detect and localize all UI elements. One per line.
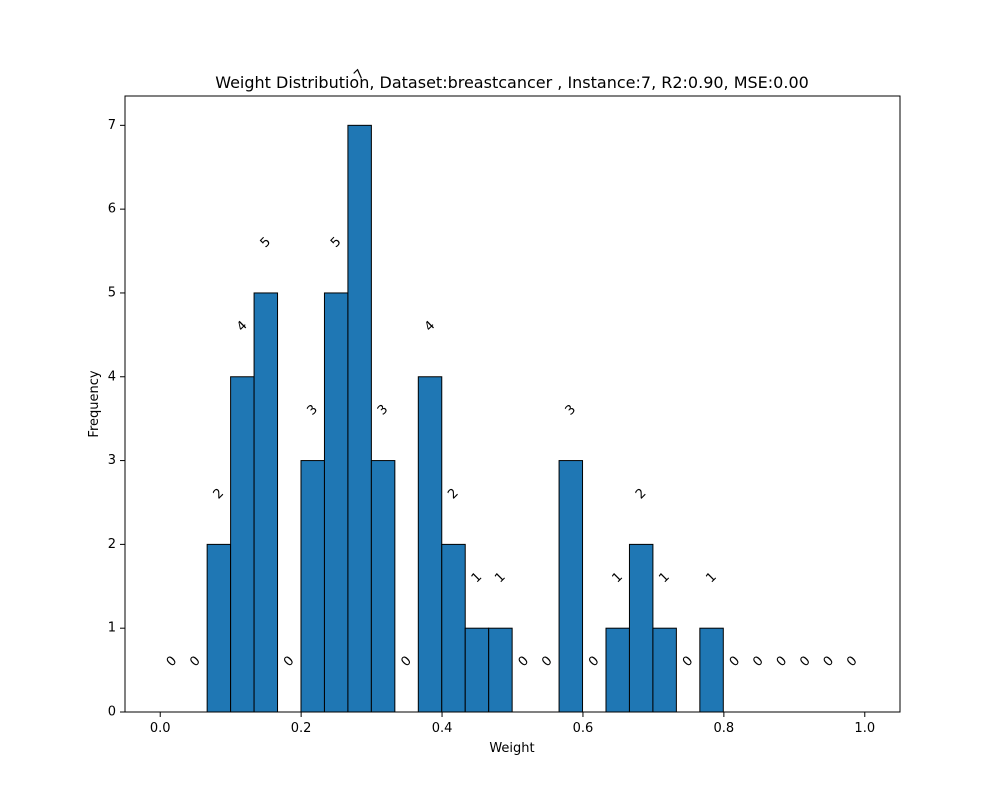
bar-data-label: 2 xyxy=(633,486,649,502)
bar-data-label: 2 xyxy=(211,486,227,502)
bar-data-label: 4 xyxy=(234,318,250,334)
bar-data-label: 3 xyxy=(304,402,320,418)
bar-data-label: 3 xyxy=(375,402,391,418)
bar-data-label: 1 xyxy=(703,570,719,586)
bar-data-label: 0 xyxy=(539,653,555,669)
x-tick-label: 0.0 xyxy=(150,721,171,736)
histogram-bar xyxy=(488,627,513,713)
bar-data-label: 0 xyxy=(750,653,766,669)
x-axis-title: Weight xyxy=(489,741,534,756)
x-tick-label: 0.8 xyxy=(714,721,735,736)
histogram-bar xyxy=(206,543,232,713)
y-tick-label: 2 xyxy=(108,537,116,552)
bar-data-label: 1 xyxy=(492,570,508,586)
x-tick-label: 0.2 xyxy=(291,721,312,736)
y-tick-label: 3 xyxy=(108,453,116,468)
bar-data-label: 0 xyxy=(281,653,297,669)
bar-data-label: 0 xyxy=(844,653,860,669)
histogram-bar xyxy=(417,376,443,713)
histogram-bar xyxy=(323,292,349,713)
y-tick-label: 1 xyxy=(108,621,116,636)
histogram-bar xyxy=(652,627,677,713)
bar-data-label: 1 xyxy=(609,570,625,586)
y-tick-label: 7 xyxy=(108,118,116,133)
histogram-bar xyxy=(253,292,279,713)
bar-data-label: 0 xyxy=(680,653,696,669)
bars-layer xyxy=(206,124,724,713)
bar-data-label: 3 xyxy=(563,402,579,418)
histogram-bar xyxy=(230,376,255,713)
plot-area-frame xyxy=(124,95,901,713)
bar-data-label: 0 xyxy=(516,653,532,669)
bar-data-label: 0 xyxy=(164,653,180,669)
bar-data-label: 0 xyxy=(586,653,602,669)
bar-data-label: 5 xyxy=(328,234,344,250)
bar-data-label: 1 xyxy=(469,570,485,586)
y-axis: 0 1 2 3 4 5 6 7 xyxy=(108,118,125,720)
bar-data-label: 0 xyxy=(398,653,414,669)
x-tick-label: 1.0 xyxy=(854,721,875,736)
bar-data-label: 5 xyxy=(258,234,274,250)
histogram-bar xyxy=(441,543,466,713)
x-axis: 0.0 0.2 0.4 0.6 0.8 1.0 xyxy=(150,712,875,736)
histogram-bar xyxy=(699,627,724,713)
histogram-bar xyxy=(300,460,325,713)
x-tick-label: 0.6 xyxy=(573,721,594,736)
y-tick-label: 0 xyxy=(108,705,116,720)
bar-data-label: 1 xyxy=(656,570,672,586)
histogram-bar xyxy=(605,627,630,713)
y-axis-title: Frequency xyxy=(87,370,102,437)
bar-data-label: 0 xyxy=(821,653,837,669)
histogram-bar xyxy=(558,460,584,713)
bar-data-label: 4 xyxy=(422,318,438,334)
bar-data-label: 0 xyxy=(187,653,203,669)
histogram-bar xyxy=(464,627,490,713)
histogram-bar xyxy=(628,543,654,713)
bar-data-label: 0 xyxy=(797,653,813,669)
y-tick-label: 6 xyxy=(108,202,116,217)
y-tick-label: 4 xyxy=(108,369,116,384)
y-tick-label: 5 xyxy=(108,285,116,300)
bar-data-label: 0 xyxy=(774,653,790,669)
bar-data-label: 0 xyxy=(727,653,743,669)
histogram-bar xyxy=(370,460,396,713)
histogram-bar xyxy=(347,124,372,713)
chart-title: Weight Distribution, Dataset:breastcance… xyxy=(215,73,809,92)
x-tick-label: 0.4 xyxy=(432,721,453,736)
bar-data-label: 2 xyxy=(445,486,461,502)
